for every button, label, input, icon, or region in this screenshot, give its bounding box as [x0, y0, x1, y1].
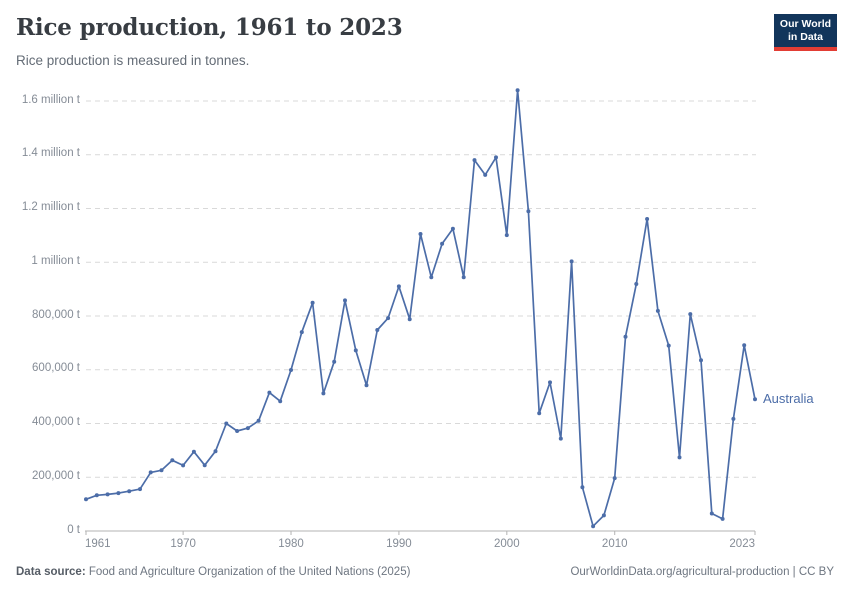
- data-point[interactable]: [461, 275, 466, 280]
- data-point[interactable]: [159, 468, 164, 473]
- data-point[interactable]: [601, 513, 606, 518]
- data-point[interactable]: [84, 497, 88, 502]
- chart-footer: Data source: Food and Agriculture Organi…: [16, 566, 834, 578]
- data-point[interactable]: [742, 343, 747, 348]
- data-point[interactable]: [224, 421, 229, 426]
- data-point[interactable]: [299, 330, 304, 335]
- x-tick-label: 2023: [729, 538, 755, 550]
- data-point[interactable]: [548, 380, 552, 385]
- y-tick-label: 0 t: [67, 523, 80, 536]
- data-point[interactable]: [494, 155, 498, 160]
- data-point[interactable]: [677, 455, 682, 460]
- data-point[interactable]: [699, 358, 703, 363]
- x-tick-label: 1990: [386, 538, 412, 550]
- y-tick-label: 800,000 t: [32, 308, 80, 321]
- data-point[interactable]: [289, 368, 293, 372]
- credit-link[interactable]: OurWorldinData.org/agricultural-producti…: [570, 566, 834, 578]
- data-point[interactable]: [634, 282, 639, 286]
- chart-subtitle: Rice production is measured in tonnes.: [16, 53, 250, 68]
- data-point[interactable]: [731, 416, 736, 421]
- y-tick-label: 1.4 million t: [21, 147, 80, 160]
- data-point[interactable]: [526, 209, 531, 214]
- data-point[interactable]: [343, 298, 347, 303]
- data-point[interactable]: [429, 275, 434, 280]
- data-point[interactable]: [753, 397, 757, 402]
- data-point[interactable]: [181, 463, 186, 468]
- x-tick-label: 2010: [601, 538, 628, 550]
- x-tick-label: 1970: [170, 538, 196, 550]
- x-tick-label: 1980: [278, 538, 304, 550]
- owid-logo-text: Our World in Data: [774, 14, 837, 48]
- owid-logo-line1: Our World: [779, 18, 832, 30]
- data-point[interactable]: [450, 226, 455, 231]
- data-point[interactable]: [666, 343, 671, 348]
- data-point[interactable]: [580, 485, 585, 490]
- data-point[interactable]: [332, 359, 337, 364]
- data-point[interactable]: [483, 172, 488, 177]
- data-point[interactable]: [591, 524, 596, 529]
- x-tick-label: 2000: [494, 538, 520, 550]
- y-tick-label: 200,000 t: [32, 469, 80, 482]
- data-point[interactable]: [569, 259, 574, 264]
- y-tick-label: 400,000 t: [32, 416, 80, 428]
- data-point[interactable]: [105, 492, 110, 497]
- data-point[interactable]: [138, 487, 142, 492]
- data-point[interactable]: [148, 470, 153, 475]
- data-point[interactable]: [94, 493, 99, 498]
- data-point[interactable]: [504, 233, 509, 238]
- y-tick-label: 1 million t: [31, 254, 80, 267]
- data-point[interactable]: [407, 317, 412, 322]
- y-tick-label: 1.2 million t: [21, 201, 80, 213]
- data-point[interactable]: [127, 489, 132, 494]
- data-point[interactable]: [720, 516, 725, 521]
- owid-logo: Our World in Data: [774, 14, 837, 52]
- data-point[interactable]: [558, 436, 563, 441]
- data-point[interactable]: [116, 491, 121, 496]
- data-point[interactable]: [202, 463, 207, 468]
- data-point[interactable]: [278, 399, 283, 404]
- y-tick-label: 600,000 t: [32, 362, 80, 375]
- x-tick-label: 1961: [85, 538, 111, 550]
- data-point[interactable]: [170, 458, 175, 463]
- data-point[interactable]: [440, 241, 445, 246]
- y-tick-label: 1.6 million t: [21, 93, 80, 106]
- data-point[interactable]: [256, 418, 261, 423]
- owid-logo-red-bar: [774, 47, 837, 52]
- data-source-note: Data source: Food and Agriculture Organi…: [16, 566, 410, 578]
- series-line-australia[interactable]: [85, 89, 756, 528]
- data-point[interactable]: [364, 383, 369, 388]
- data-point[interactable]: [655, 308, 660, 313]
- data-point[interactable]: [267, 390, 272, 395]
- data-source-label: Data source:: [16, 566, 86, 578]
- series-entity-label[interactable]: Australia: [763, 391, 814, 407]
- data-point[interactable]: [321, 391, 326, 396]
- data-point[interactable]: [245, 426, 250, 431]
- data-point[interactable]: [623, 334, 628, 339]
- data-point[interactable]: [386, 316, 391, 321]
- data-point[interactable]: [709, 511, 714, 516]
- data-point[interactable]: [612, 476, 617, 481]
- data-point[interactable]: [191, 449, 196, 454]
- owid-logo-line2: in Data: [787, 31, 823, 44]
- data-point[interactable]: [353, 348, 358, 353]
- data-point[interactable]: [472, 158, 477, 163]
- data-point[interactable]: [515, 88, 520, 93]
- data-point[interactable]: [375, 328, 380, 332]
- data-point[interactable]: [213, 449, 218, 454]
- data-point[interactable]: [396, 284, 401, 289]
- data-point[interactable]: [418, 232, 423, 236]
- chart-title: Rice production, 1961 to 2023: [16, 14, 403, 41]
- data-point[interactable]: [235, 429, 240, 433]
- data-source-text: Food and Agriculture Organization of the…: [85, 566, 411, 578]
- data-point[interactable]: [310, 300, 315, 305]
- data-point[interactable]: [645, 217, 650, 221]
- data-point[interactable]: [537, 411, 542, 416]
- data-point[interactable]: [688, 312, 693, 317]
